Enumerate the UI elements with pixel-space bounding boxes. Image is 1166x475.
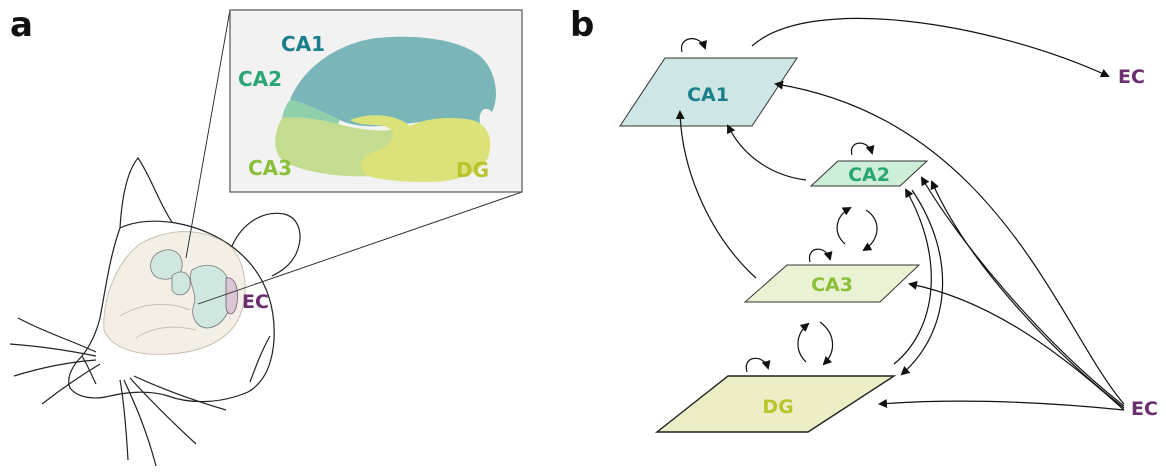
ec-label-panel-a: EC <box>242 291 269 313</box>
rat-head-drawing <box>9 157 301 467</box>
ec-output-label: EC <box>1118 66 1145 88</box>
ec-input-label: EC <box>1131 398 1158 420</box>
arrow-ca3-to-ca2 <box>836 207 852 245</box>
zoom-line-top <box>185 9 231 259</box>
layer-label-ca2: CA2 <box>848 164 890 186</box>
arrow-ca3-to-ca1 <box>675 110 757 279</box>
arrow-ec-to-ca2-a <box>920 176 1125 407</box>
arrow-ca3-to-dg <box>819 321 834 366</box>
layer-label-ca3: CA3 <box>811 274 853 296</box>
arrow-ca2-to-ca1 <box>727 124 807 181</box>
zoom-line-bottom <box>197 191 523 305</box>
dg-self-loop <box>745 357 771 373</box>
hippocampus-inset: CA1 CA2 CA3 DG <box>229 9 523 193</box>
ca1-layer <box>619 57 798 127</box>
layer-label-dg: DG <box>762 396 793 418</box>
ca3-self-loop <box>808 248 833 263</box>
dg-layer <box>654 375 897 433</box>
ca2-self-loop <box>850 142 875 156</box>
arrow-dg-to-ca2-a <box>893 188 932 365</box>
ca2-region <box>282 100 340 124</box>
ca1-region <box>290 36 496 127</box>
whiskers <box>9 317 227 467</box>
panel-b-letter: b <box>570 5 594 45</box>
arrow-ca2-to-ca3 <box>862 209 878 252</box>
arrow-ca2-to-dg <box>900 189 944 376</box>
ca1-self-loop <box>681 38 707 53</box>
dg-region <box>350 115 491 182</box>
inset-label-ca1: CA1 <box>281 32 325 56</box>
arrow-ca1-to-ec <box>751 17 1110 78</box>
arrow-ec-to-ca1 <box>774 80 1125 405</box>
arrow-ec-to-ca2-b <box>930 180 1125 409</box>
arrow-ec-to-ca3 <box>908 280 1125 411</box>
panel-a-letter: a <box>10 5 33 45</box>
ca3-region <box>275 117 396 177</box>
inset-label-ca3: CA3 <box>248 156 292 180</box>
ca3-layer <box>743 264 921 303</box>
ca2-layer <box>809 160 929 187</box>
layer-label-ca1: CA1 <box>687 84 729 106</box>
inset-label-ca2: CA2 <box>238 67 282 91</box>
arrow-dg-to-ca3 <box>797 322 810 363</box>
arrow-ec-to-dg <box>878 398 1125 411</box>
inset-label-dg: DG <box>456 158 489 182</box>
